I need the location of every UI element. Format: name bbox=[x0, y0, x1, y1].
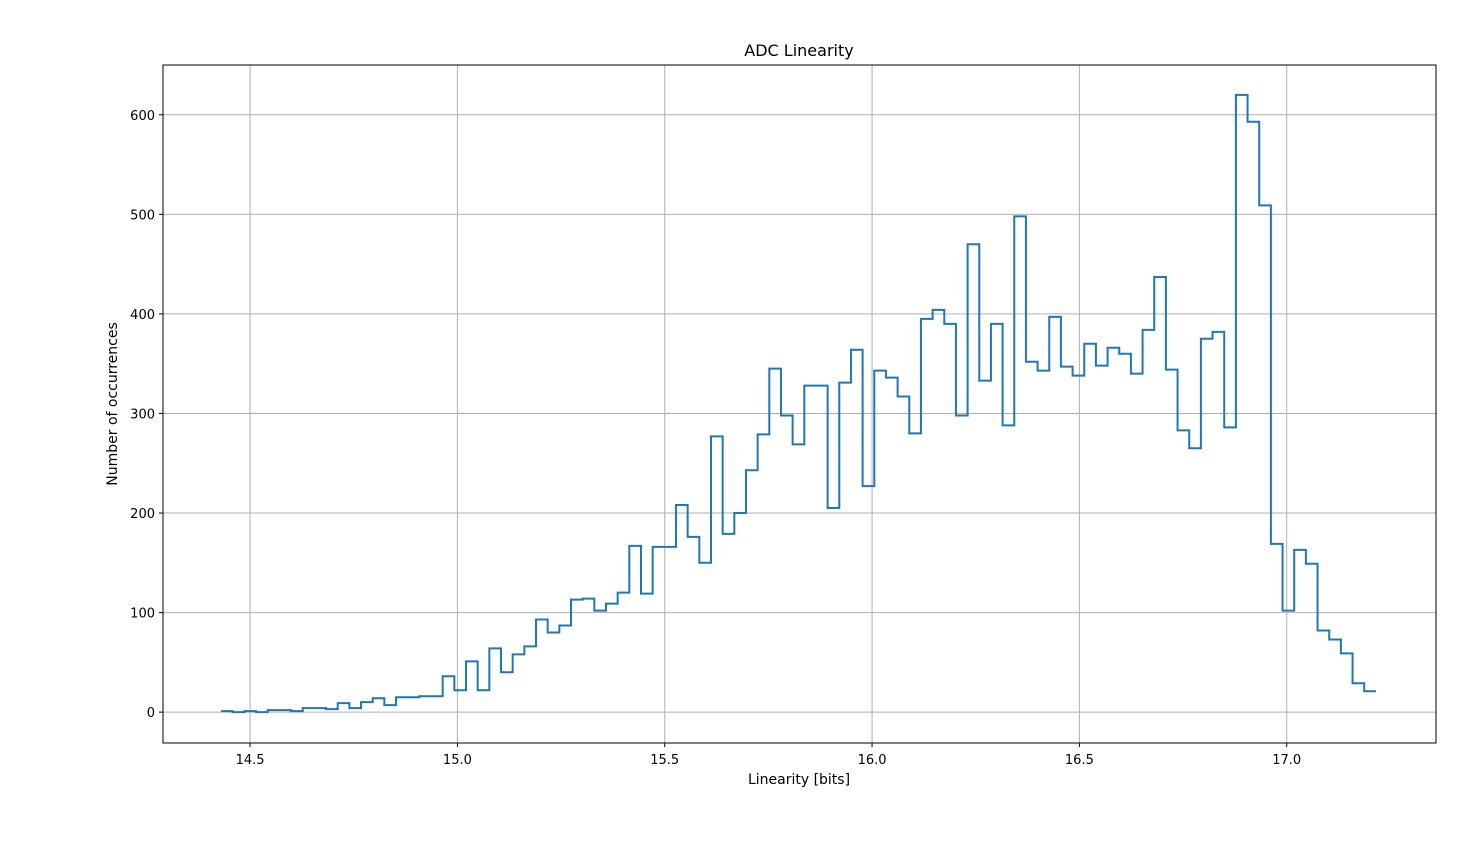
y-tick-label: 200 bbox=[130, 507, 155, 522]
y-axis-label: Number of occurrences bbox=[105, 322, 121, 486]
y-tick-label: 600 bbox=[130, 109, 155, 124]
y-axis-ticks: 0 100 200 300 400 500 600 bbox=[130, 109, 163, 721]
y-tick-label: 100 bbox=[130, 607, 155, 622]
y-tick-label: 500 bbox=[130, 208, 155, 223]
x-tick-label: 17.0 bbox=[1272, 753, 1301, 768]
y-tick-label: 300 bbox=[130, 407, 155, 422]
y-tick-label: 0 bbox=[147, 706, 155, 721]
x-axis-ticks: 14.5 15.0 15.5 16.0 16.5 17.0 bbox=[236, 743, 1301, 768]
x-tick-label: 16.5 bbox=[1065, 753, 1094, 768]
histogram-line bbox=[221, 93, 1376, 714]
x-tick-label: 16.0 bbox=[858, 753, 887, 768]
y-tick-label: 400 bbox=[130, 308, 155, 323]
chart-title: ADC Linearity bbox=[744, 41, 853, 60]
x-tick-label: 14.5 bbox=[236, 753, 265, 768]
x-axis-label: Linearity [bits] bbox=[748, 772, 850, 788]
x-tick-label: 15.0 bbox=[443, 753, 472, 768]
plot-frame bbox=[162, 64, 1437, 744]
x-tick-label: 15.5 bbox=[650, 753, 679, 768]
